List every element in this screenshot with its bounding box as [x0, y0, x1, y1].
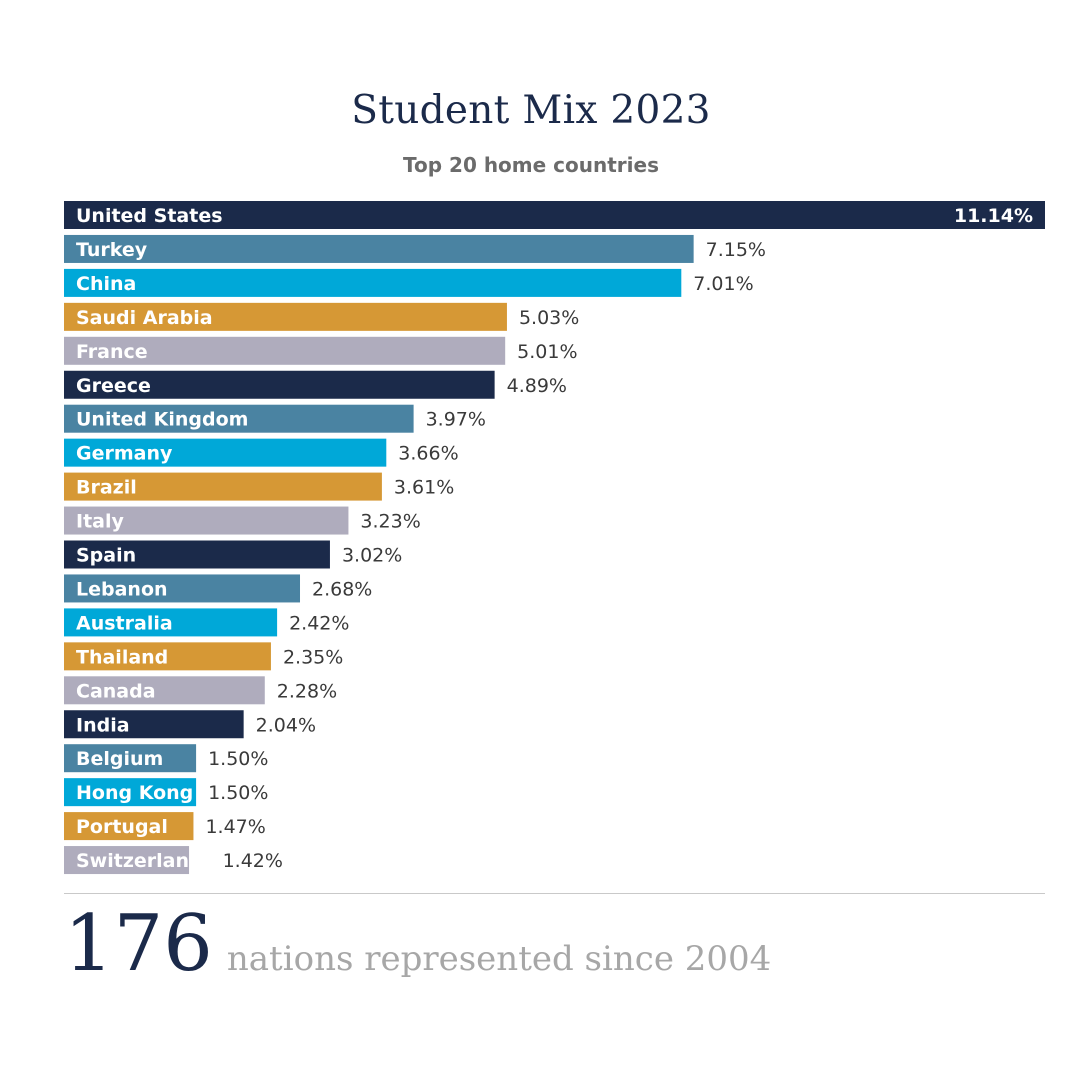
value-label-france: 5.01%	[517, 341, 577, 363]
bar-brazil	[64, 472, 382, 501]
value-label-hong-kong: 1.50%	[208, 782, 268, 804]
value-label-thailand: 2.35%	[283, 646, 343, 668]
bar-label-germany: Germany	[76, 443, 173, 465]
bar-label-france: France	[76, 341, 148, 363]
value-label-greece: 4.89%	[507, 375, 567, 397]
bar-switzerland	[64, 846, 190, 875]
value-label-lebanon: 2.68%	[312, 578, 372, 600]
value-label-turkey: 7.15%	[706, 239, 766, 261]
bar-label-thailand: Thailand	[76, 646, 168, 668]
bar-label-italy: Italy	[76, 511, 124, 533]
bar-china	[64, 268, 682, 297]
bar-label-portugal: Portugal	[76, 816, 168, 838]
bar-australia	[64, 608, 278, 637]
bar-label-china: China	[76, 273, 136, 295]
value-label-belgium: 1.50%	[208, 748, 268, 770]
bar-germany	[64, 438, 387, 467]
divider	[64, 893, 1045, 894]
bar-turkey	[64, 234, 694, 263]
value-label-united-kingdom: 3.97%	[426, 409, 486, 431]
bar-label-turkey: Turkey	[76, 239, 148, 261]
bar-label-lebanon: Lebanon	[76, 578, 168, 600]
footer-stat: 176 nations represented since 2004	[64, 905, 771, 983]
value-label-spain: 3.02%	[342, 545, 402, 567]
bar-label-saudi-arabia: Saudi Arabia	[76, 307, 213, 329]
nations-count: 176	[64, 899, 213, 989]
bar-label-greece: Greece	[76, 375, 151, 397]
bar-label-switzerland: Switzerland	[76, 850, 203, 872]
chart-title: Student Mix 2023	[351, 88, 711, 133]
bar-label-united-states: United States	[76, 205, 223, 227]
value-label-australia: 2.42%	[289, 612, 349, 634]
value-label-brazil: 3.61%	[394, 477, 454, 499]
bar-label-australia: Australia	[76, 612, 173, 634]
bar-united-kingdom	[64, 404, 414, 433]
bar-india	[64, 710, 244, 739]
nations-caption: nations represented since 2004	[226, 939, 772, 979]
bar-france	[64, 336, 506, 365]
bar-hong-kong	[64, 778, 197, 807]
bar-saudi-arabia	[64, 302, 507, 331]
bar-belgium	[64, 744, 197, 773]
bar-label-united-kingdom: United Kingdom	[76, 409, 248, 431]
bar-greece	[64, 370, 495, 399]
value-label-united-states: 11.14%	[954, 205, 1033, 227]
bar-label-spain: Spain	[76, 545, 136, 567]
bar-label-belgium: Belgium	[76, 748, 163, 770]
value-label-portugal: 1.47%	[205, 816, 265, 838]
value-label-canada: 2.28%	[277, 680, 337, 702]
bar-lebanon	[64, 574, 301, 603]
bar-label-india: India	[76, 714, 130, 736]
chart-subtitle: Top 20 home countries	[403, 153, 659, 177]
bar-label-canada: Canada	[76, 680, 156, 702]
value-label-switzerland: 1.42%	[223, 850, 283, 872]
bar-spain	[64, 540, 330, 569]
value-label-india: 2.04%	[256, 714, 316, 736]
bar-portugal	[64, 812, 194, 841]
value-label-saudi-arabia: 5.03%	[519, 307, 579, 329]
value-label-italy: 3.23%	[360, 511, 420, 533]
bar-italy	[64, 506, 349, 535]
bar-united-states	[64, 201, 1045, 229]
value-label-germany: 3.66%	[398, 443, 458, 465]
bar-canada	[64, 676, 265, 705]
bar-label-hong-kong: Hong Kong	[76, 782, 193, 804]
value-label-china: 7.01%	[693, 273, 753, 295]
bar-label-brazil: Brazil	[76, 477, 137, 499]
bar-thailand	[64, 642, 271, 671]
